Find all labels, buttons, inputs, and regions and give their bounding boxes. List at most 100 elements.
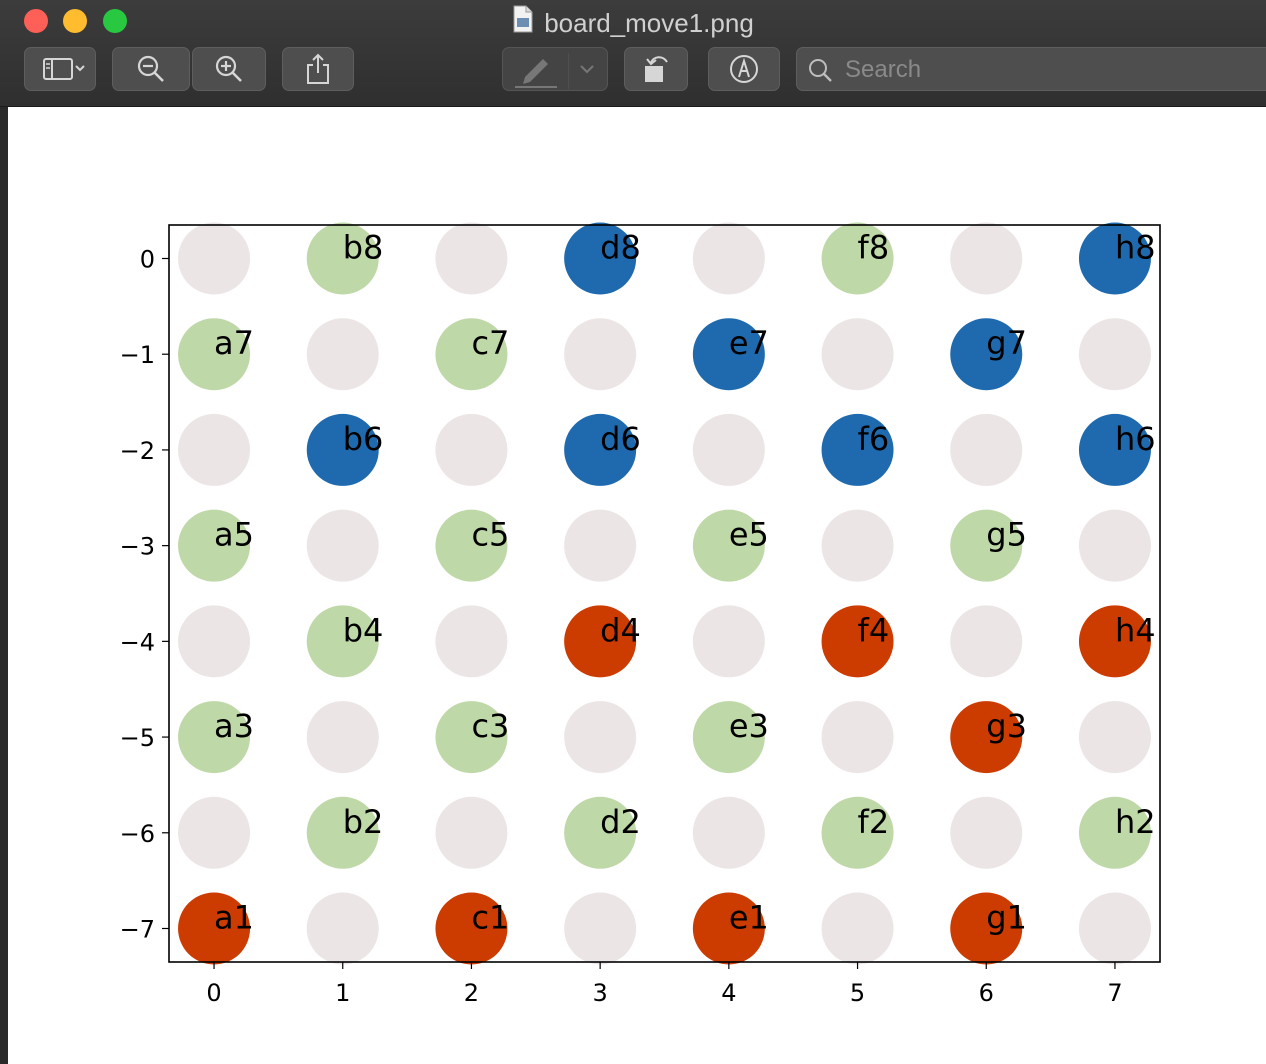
board-point-4 [692,222,765,295]
board-point-40 [178,701,251,774]
point-label: f4 [858,611,890,649]
y-tick-label: −4 [120,628,155,656]
point-label: g1 [986,899,1027,937]
board-point-44 [692,701,765,774]
board-point-52 [692,796,765,869]
point-label: d4 [600,611,641,649]
board-point-26 [435,509,508,582]
board-point-60 [692,892,765,965]
x-tick-label: 0 [206,979,221,1007]
board-point-56 [178,892,251,965]
y-tick-label: −5 [120,724,155,752]
point-label: c1 [471,899,509,937]
board-point-49 [306,796,379,869]
board-point-39 [1078,605,1151,678]
board-point-63 [1078,892,1151,965]
board-point-28 [692,509,765,582]
board-point-17 [306,413,379,486]
image-canvas: b8 d8 f8 h8 a7 c7 e7 g7 b6 d6 f6 h6 a5 c5 e5 g5 b4 d4 f4 h4… [8,107,1266,1064]
window-edge [0,107,8,1064]
board-point-35 [564,605,637,678]
sidebar-view-button[interactable] [24,47,96,91]
titlebar: board_move1.png [0,0,1266,107]
x-tick-label: 6 [979,979,994,1007]
board-point-42 [435,701,508,774]
board-point-57 [306,892,379,965]
board-point-5 [821,222,894,295]
point-label: e3 [729,707,769,745]
point-label: a1 [214,899,254,937]
point-label: e5 [729,516,769,554]
y-tick-label: −1 [120,341,155,369]
point-label: f2 [858,803,890,841]
markup-button[interactable] [502,47,608,91]
point-label: d8 [600,229,641,267]
board-point-9 [306,318,379,391]
board-point-12 [692,318,765,391]
board-chart: b8 d8 f8 h8 a7 c7 e7 g7 b6 d6 f6 h6 a5 c5 e5 g5 b4 d4 f4 h4… [120,222,1161,1007]
zoom-in-button[interactable] [192,47,266,91]
point-label: b6 [343,420,384,458]
board-point-14 [950,318,1023,391]
point-label: b8 [343,229,384,267]
board-point-59 [564,892,637,965]
zoom-out-button[interactable] [112,47,190,91]
minimize-window-button[interactable] [63,9,87,33]
board-point-38 [950,605,1023,678]
board-point-62 [950,892,1023,965]
rotate-button[interactable] [624,47,688,91]
board-point-32 [178,605,251,678]
board-point-23 [1078,413,1151,486]
board-point-15 [1078,318,1151,391]
board-point-61 [821,892,894,965]
board-point-2 [435,222,508,295]
y-tick-label: −2 [120,437,155,465]
board-point-34 [435,605,508,678]
point-label: g3 [986,707,1027,745]
zoom-window-button[interactable] [103,9,127,33]
sidebar-icon [43,58,85,80]
board-point-48 [178,796,251,869]
board-point-55 [1078,796,1151,869]
point-label: a5 [214,516,254,554]
point-label: a3 [214,707,254,745]
x-tick-label: 4 [721,979,736,1007]
point-label: c3 [471,707,509,745]
board-point-16 [178,413,251,486]
zoom-in-icon [215,55,242,82]
point-label: h2 [1115,803,1156,841]
board-point-41 [306,701,379,774]
point-label: a7 [214,324,254,362]
point-label: d6 [600,420,641,458]
board-point-10 [435,318,508,391]
board-point-8 [178,318,251,391]
point-label: g7 [986,324,1027,362]
board-point-0 [178,222,251,295]
x-tick-label: 7 [1107,979,1122,1007]
board-point-30 [950,509,1023,582]
board-point-1 [306,222,379,295]
point-label: f6 [858,420,890,458]
point-label: e1 [729,899,769,937]
y-tick-label: −3 [120,533,155,561]
board-point-20 [692,413,765,486]
search-input[interactable] [843,54,1247,86]
share-button[interactable] [282,47,354,91]
board-point-24 [178,509,251,582]
close-window-button[interactable] [24,9,48,33]
board-point-3 [564,222,637,295]
point-label: c5 [471,516,509,554]
board-point-47 [1078,701,1151,774]
board-point-37 [821,605,894,678]
board-point-22 [950,413,1023,486]
point-label: b2 [343,803,384,841]
board-point-46 [950,701,1023,774]
x-tick-label: 2 [464,979,479,1007]
search-field[interactable] [796,47,1266,91]
board-point-54 [950,796,1023,869]
point-label: h6 [1115,420,1156,458]
annotate-button[interactable] [708,47,780,91]
x-tick-label: 5 [850,979,865,1007]
markup-pen-icon [515,53,569,89]
